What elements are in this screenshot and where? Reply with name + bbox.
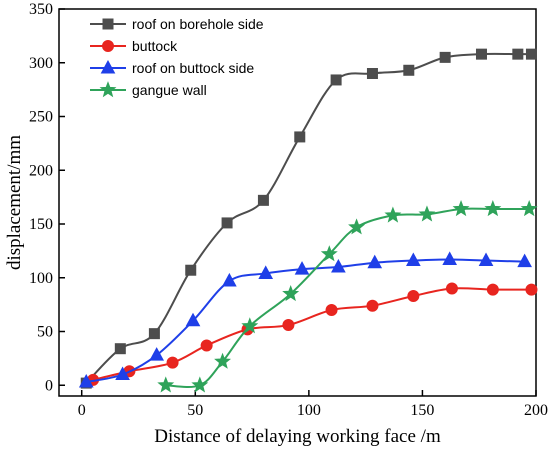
data-point (348, 218, 366, 235)
data-point (148, 328, 160, 340)
axes: 0 50 100 150 200 0 50 100 150 200 250 300 350 (29, 1, 548, 419)
data-point (330, 74, 342, 86)
data-point (78, 373, 94, 388)
data-point (384, 206, 402, 223)
data-point (115, 366, 130, 380)
data-point (525, 48, 537, 60)
data-point (325, 304, 338, 316)
y-tick-label: 250 (29, 109, 53, 126)
data-point (366, 299, 379, 312)
data-point (222, 272, 237, 287)
data-point (406, 252, 421, 267)
legend-label: buttock (132, 38, 178, 54)
data-point (282, 284, 300, 302)
data-point (114, 343, 126, 355)
legend-marker (99, 81, 117, 98)
legend-label: gangue wall (132, 82, 207, 98)
data-point (166, 356, 179, 369)
legend: roof on borehole side buttock roof on butt… (90, 16, 264, 98)
data-point (442, 251, 458, 265)
data-point (214, 352, 232, 369)
x-tick-label: 50 (187, 402, 203, 419)
data-point (517, 253, 532, 268)
legend-marker (100, 59, 116, 74)
data-point (439, 51, 451, 63)
legend-marker (102, 40, 114, 52)
data-point (185, 312, 201, 327)
y-tick-label: 200 (29, 162, 53, 179)
legend-entry: roof on buttock side (90, 59, 254, 76)
data-point (445, 282, 458, 295)
y-tick-label: 50 (37, 324, 53, 341)
data-point (157, 376, 175, 393)
data-point (520, 200, 538, 217)
y-tick-label: 150 (29, 216, 53, 233)
data-point (366, 68, 378, 79)
x-tick-label: 150 (410, 402, 434, 419)
y-tick-label: 300 (29, 55, 53, 72)
data-point (484, 200, 502, 217)
data-point (403, 64, 415, 76)
legend-entry: gangue wall (90, 81, 207, 98)
y-axis-title: displacement/mm (4, 135, 25, 270)
series-gangue-wall (157, 200, 538, 393)
data-point (452, 200, 470, 217)
data-point (200, 339, 213, 352)
x-tick-label: 200 (524, 402, 548, 419)
data-point (294, 261, 310, 275)
plot-frame (58, 8, 537, 397)
data-point (191, 376, 209, 393)
data-point (149, 347, 165, 361)
data-point (257, 194, 269, 206)
data-point (418, 205, 436, 222)
data-point (367, 254, 383, 269)
data-point (478, 252, 494, 267)
y-tick-label: 350 (29, 1, 53, 18)
data-point (407, 290, 420, 303)
data-point (282, 319, 295, 332)
data-point (221, 217, 233, 229)
legend-label: roof on buttock side (132, 60, 254, 76)
data-point (185, 264, 197, 276)
data-point (475, 48, 487, 60)
data-point (241, 317, 259, 334)
data-point (258, 265, 274, 279)
series-layer (78, 48, 538, 393)
series-roof-on-buttock-side (78, 251, 532, 388)
data-point (512, 48, 524, 60)
data-point (294, 131, 306, 143)
legend-marker (102, 18, 114, 30)
series-roof-on-borehole-side (80, 48, 537, 389)
data-point (320, 245, 338, 262)
legend-entry: roof on borehole side (90, 16, 264, 32)
data-point (486, 283, 499, 296)
legend-entry: buttock (90, 38, 178, 54)
y-tick-label: 0 (45, 377, 53, 394)
data-point (331, 258, 346, 273)
x-tick-label: 0 (78, 402, 86, 419)
data-point (525, 283, 538, 296)
x-tick-label: 100 (297, 402, 321, 419)
x-axis-title: Distance of delaying working face /m (154, 426, 441, 447)
y-tick-label: 100 (29, 270, 53, 287)
legend-label: roof on borehole side (132, 16, 264, 32)
